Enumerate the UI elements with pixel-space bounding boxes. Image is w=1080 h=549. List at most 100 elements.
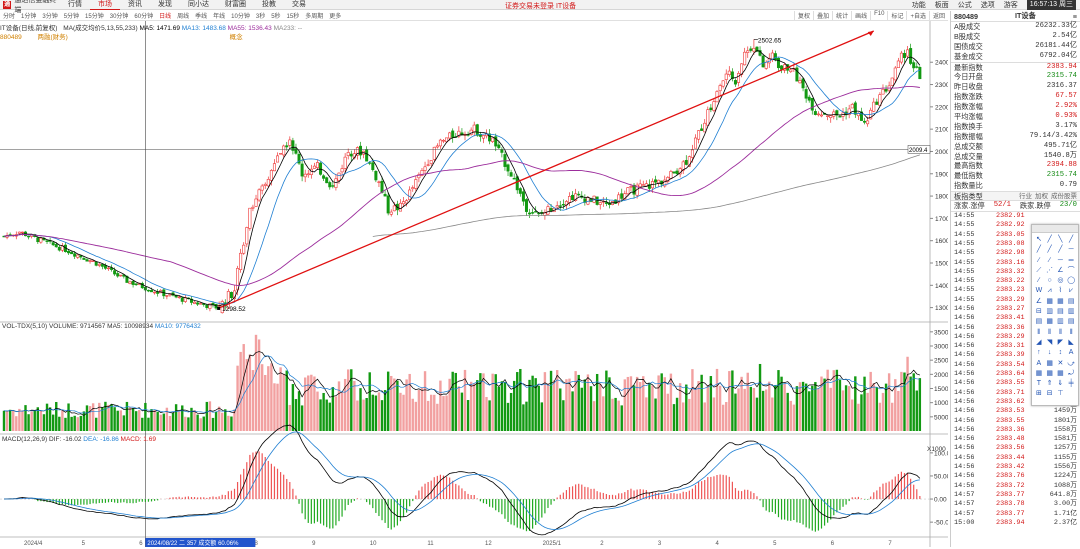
draw-tool-icon[interactable]: ╱ (1036, 246, 1041, 254)
board-link-constituents[interactable]: 成份股票 (1051, 193, 1077, 201)
draw-tool-icon[interactable]: ▤ (1057, 308, 1064, 316)
draw-tool-icon[interactable]: ◯ (1067, 277, 1076, 285)
draw-tool-icon[interactable]: ⇓ (1057, 380, 1064, 388)
user-label[interactable]: 游客 (1003, 2, 1018, 9)
draw-tool-icon[interactable]: W (1035, 287, 1043, 295)
period-2[interactable]: 3分钟 (42, 14, 58, 20)
draw-tool-icon[interactable]: ⩗ (1069, 287, 1074, 295)
menu-item-6[interactable]: 投教 (262, 1, 276, 8)
period-15[interactable]: 多周期 (305, 14, 324, 20)
draw-tool-icon[interactable]: ∕ (1038, 277, 1040, 285)
tool-6[interactable]: +自选 (906, 11, 929, 20)
draw-tool-icon[interactable]: T (1036, 380, 1042, 388)
period-11[interactable]: 10分钟 (231, 14, 250, 20)
draw-tool-icon[interactable]: ▦ (1046, 359, 1053, 367)
draw-tool-icon[interactable]: ◤ (1057, 338, 1064, 346)
tool-2[interactable]: 统计 (832, 11, 851, 20)
draw-tool-icon[interactable]: ◎ (1057, 277, 1064, 285)
draw-tool-icon[interactable]: ▥ (1057, 318, 1064, 326)
draw-tool-icon[interactable]: ⩘ (1047, 287, 1052, 295)
draw-tool-icon[interactable]: ↕ (1058, 349, 1063, 357)
draw-tool-icon[interactable]: ▦ (1046, 318, 1053, 326)
draw-tool-icon[interactable]: ⤻ (1067, 359, 1075, 367)
draw-tool-icon[interactable]: ∠ (1035, 297, 1043, 305)
period-4[interactable]: 15分钟 (85, 14, 104, 20)
tool-1[interactable]: 叠加 (813, 11, 832, 20)
period-12[interactable]: 3秒 (255, 14, 266, 20)
period-0[interactable]: 分时 (3, 14, 16, 20)
draw-tool-icon[interactable]: ▦ (1057, 369, 1064, 377)
period-5[interactable]: 30分钟 (109, 14, 129, 20)
draw-tool-icon[interactable]: ⟋ (1036, 266, 1042, 274)
chart-area[interactable]: 1300 1400 1500 1600 1700 1800 1900 2000 2100 2200… (0, 21, 954, 547)
app-logo[interactable]: 通 通达信金融终端 (0, 0, 60, 15)
board-link-industry[interactable]: 行业 (1019, 193, 1032, 201)
draw-tool-icon[interactable]: ▤ (1035, 318, 1043, 326)
tool-7[interactable]: 返回 (928, 11, 948, 20)
period-9[interactable]: 季线 (195, 14, 208, 20)
period-8[interactable]: 周线 (177, 14, 190, 20)
draw-tool-icon[interactable]: ⊤ (1057, 390, 1064, 398)
board-link-weighted[interactable]: 加权 (1035, 193, 1048, 201)
period-7[interactable]: 日线 (159, 14, 172, 20)
draw-tool-icon[interactable]: ↓ (1047, 349, 1052, 357)
draw-tools-panel[interactable]: ↖ ╱ ╲ ╱ ╱ ╱ ╱ ─ ∕ ∕ ─ ═ ⟋ ⋰ ∠ ⌒ ∕ ○ ◎ ◯ W ⩘ ⌇ ⩗ ∠ ▦ ▦ ▤ ⊟ ▥ ▤ ▥ ▤ ▦ ▥ ▤ ⫴ ⫴ ⫴ ⫴… (1031, 224, 1079, 406)
period-1[interactable]: 1分钟 (21, 14, 37, 20)
draw-tool-icon[interactable]: ↖ (1035, 236, 1042, 243)
draw-tool-icon[interactable]: ⊟ (1035, 308, 1042, 316)
draw-tool-icon[interactable]: ╱ (1058, 246, 1063, 254)
draw-tool-icon[interactable]: ╪ (1068, 380, 1074, 388)
draw-tool-icon[interactable]: ▦ (1057, 297, 1064, 305)
tool-0[interactable]: 复权 (794, 11, 813, 20)
menu-item-2[interactable]: 资讯 (128, 1, 142, 8)
draw-tool-icon[interactable]: ⌒ (1067, 266, 1075, 274)
menu-item-5[interactable]: 财富圈 (225, 1, 246, 8)
draw-tool-icon[interactable]: ◥ (1046, 338, 1053, 346)
draw-tool-icon[interactable]: ─ (1057, 256, 1063, 264)
menu-item-1[interactable]: 市场 (90, 0, 120, 10)
period-16[interactable]: 更多 (329, 14, 342, 20)
draw-tool-icon[interactable]: ∕ (1038, 256, 1040, 264)
draw-tool-icon[interactable]: ╱ (1069, 236, 1074, 243)
draw-tool-icon[interactable]: ↑ (1037, 349, 1041, 357)
period-6[interactable]: 60分钟 (134, 14, 154, 20)
draw-tool-icon[interactable]: ✕ (1057, 359, 1064, 367)
draw-tool-icon[interactable]: ⌇ (1058, 287, 1063, 295)
menu-item-3[interactable]: 发现 (158, 1, 172, 8)
draw-tool-icon[interactable]: ⫴ (1037, 328, 1041, 336)
draw-tool-icon[interactable]: ◢ (1036, 338, 1042, 346)
menu-item-4[interactable]: 同小达 (188, 1, 209, 8)
draw-tool-icon[interactable]: ⊟ (1046, 390, 1053, 398)
draw-tool-icon[interactable]: ⇑ (1046, 380, 1053, 388)
period-14[interactable]: 15秒 (286, 14, 300, 20)
draw-tool-icon[interactable]: ═ (1068, 256, 1074, 264)
login-notice[interactable]: 证券交易未登录 IT设备 (505, 3, 577, 10)
draw-tool-icon[interactable]: A (1036, 359, 1042, 367)
draw-tool-icon[interactable]: ∕ (1049, 256, 1051, 264)
draw-tool-icon[interactable]: ▦ (1046, 369, 1053, 377)
panel-menu-icon[interactable]: ≡ (1072, 11, 1077, 21)
draw-tool-icon[interactable]: ⋰ (1046, 266, 1054, 274)
draw-tool-icon[interactable]: ○ (1047, 277, 1052, 285)
draw-tool-icon[interactable]: ⤾ (1068, 369, 1075, 377)
menu-item-7[interactable]: 交易 (292, 1, 306, 8)
draw-tool-icon[interactable]: ╱ (1047, 246, 1052, 254)
tool-3[interactable]: 画线 (851, 11, 870, 20)
draw-tool-icon[interactable]: ⫴ (1069, 328, 1073, 336)
draw-tool-icon[interactable]: ▦ (1046, 297, 1053, 305)
draw-tool-icon[interactable]: ▥ (1067, 308, 1075, 316)
draw-tool-icon[interactable]: ⫴ (1048, 328, 1052, 336)
menu-formula[interactable]: 公式 (957, 2, 972, 9)
draw-tool-icon[interactable]: ⫴ (1058, 328, 1062, 336)
draw-tool-icon[interactable] (1066, 389, 1076, 398)
period-10[interactable]: 年线 (213, 14, 226, 20)
draw-tools-header[interactable] (1032, 225, 1078, 233)
tool-5[interactable]: 标记 (887, 11, 906, 20)
draw-tool-icon[interactable]: ╲ (1058, 236, 1063, 243)
draw-tool-icon[interactable]: ◣ (1068, 338, 1074, 346)
draw-tool-icon[interactable]: ▤ (1067, 318, 1075, 326)
draw-tool-icon[interactable]: ▥ (1046, 308, 1053, 316)
draw-tool-icon[interactable]: ⊞ (1035, 390, 1042, 398)
menu-item-0[interactable]: 行情 (68, 1, 82, 8)
draw-tool-icon[interactable]: ─ (1068, 246, 1074, 254)
